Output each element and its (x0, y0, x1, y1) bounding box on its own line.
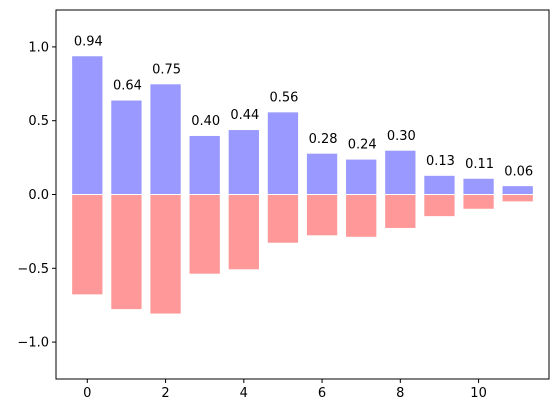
positive-bar-1 (110, 99, 143, 195)
y-tick-label: 0.5 (28, 114, 49, 129)
x-tick-label: 10 (470, 386, 487, 401)
bar-value-label-5: 0.56 (269, 90, 298, 105)
bars-layer (71, 55, 534, 315)
bar-value-label-1: 0.64 (113, 79, 142, 94)
positive-bar-7 (345, 158, 378, 196)
positive-bar-0 (71, 55, 104, 196)
x-tick-label: 0 (83, 386, 91, 401)
positive-bar-9 (423, 174, 456, 195)
positive-bar-4 (227, 129, 260, 195)
bar-value-label-10: 0.11 (465, 157, 494, 172)
positive-bar-11 (501, 185, 534, 195)
bar-value-label-4: 0.44 (230, 108, 259, 123)
x-axis-ticks: 0 2 4 6 8 10 (83, 379, 487, 401)
positive-bar-10 (462, 177, 495, 195)
y-axis-ticks: −1.0 −0.5 0.0 0.5 1.0 (17, 40, 56, 351)
y-tick-label: −0.5 (17, 262, 49, 277)
bar-value-label-6: 0.28 (309, 132, 338, 147)
bar-value-label-3: 0.40 (191, 114, 220, 129)
negative-bar-5 (266, 194, 300, 244)
negative-bar-10 (462, 194, 495, 210)
x-tick-label: 6 (318, 386, 326, 401)
x-tick-label: 8 (396, 386, 404, 401)
positive-bar-5 (266, 111, 300, 195)
bar-value-label-11: 0.06 (504, 164, 533, 179)
negative-bar-3 (188, 194, 221, 275)
y-tick-label: 1.0 (28, 40, 49, 55)
negative-bar-7 (345, 194, 378, 238)
plot-frame (55, 9, 550, 380)
negative-bar-1 (110, 194, 143, 311)
positive-bar-3 (188, 134, 221, 196)
x-tick-label: 4 (240, 386, 248, 401)
x-tick-label: 2 (161, 386, 169, 401)
positive-bar-2 (149, 83, 182, 195)
y-tick-label: −1.0 (17, 336, 49, 351)
data-labels-layer: 0.94 0.64 0.75 0.40 0.44 0.56 0.28 0.24 0.30 0.13… (74, 34, 533, 179)
bar-value-label-7: 0.24 (348, 138, 377, 153)
positive-bar-6 (305, 152, 339, 195)
bar-value-label-0: 0.94 (74, 34, 103, 49)
negative-bar-2 (149, 194, 182, 315)
y-tick-label: 0.0 (28, 188, 49, 203)
negative-bar-11 (501, 194, 534, 203)
bar-value-label-2: 0.75 (152, 62, 181, 77)
positive-bar-8 (384, 149, 417, 195)
negative-bar-4 (227, 194, 260, 271)
bar-value-label-9: 0.13 (426, 154, 455, 169)
negative-bar-6 (305, 194, 339, 237)
negative-bar-8 (384, 194, 417, 229)
bar-value-label-8: 0.30 (387, 129, 416, 144)
negative-bar-0 (71, 194, 104, 296)
negative-bar-9 (423, 194, 456, 218)
